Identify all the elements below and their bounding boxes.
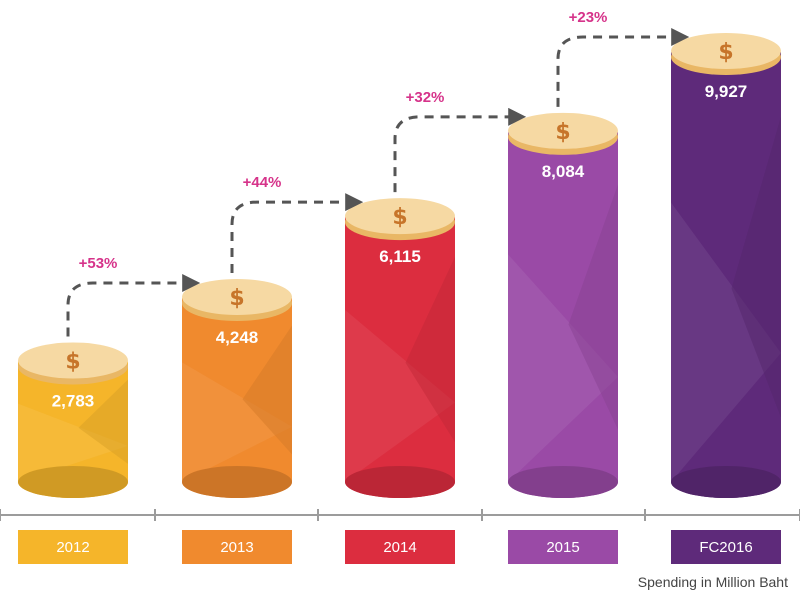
bar-2015: $8,084 <box>508 112 618 498</box>
bar-2013: $4,248 <box>182 278 292 498</box>
bar-facet <box>78 379 128 464</box>
growth-arrow <box>230 193 364 273</box>
dollar-icon: $ <box>65 349 80 374</box>
growth-label: +23% <box>569 9 608 26</box>
bar-facet <box>242 325 292 455</box>
value-label: 8,084 <box>542 162 585 181</box>
category-label-text: 2013 <box>220 539 253 556</box>
growth-arrow <box>556 28 690 107</box>
category-label-box <box>182 530 292 564</box>
bar-bottom <box>508 466 618 498</box>
category-label-box <box>671 530 781 564</box>
bar-2014: $6,115 <box>345 198 455 498</box>
growth-label: +53% <box>79 255 118 272</box>
bar-facet <box>568 184 618 430</box>
bar-bottom <box>182 466 292 498</box>
category-label-text: 2012 <box>56 539 89 556</box>
growth-arrows: +53% +44% +32% +23% <box>66 9 690 337</box>
bar-facet <box>18 403 128 482</box>
bar-facet <box>508 254 618 482</box>
category-label-FC2016: FC2016 <box>671 530 781 564</box>
bar-series: $2,783$4,248$6,115$8,084$9,927 <box>18 33 781 498</box>
bar-facet <box>671 202 781 482</box>
coin-face <box>508 112 618 149</box>
category-label-2014: 2014 <box>345 530 455 564</box>
category-label-box <box>345 530 455 564</box>
coin-face <box>345 198 455 235</box>
bar-bottom <box>345 466 455 498</box>
category-label-box <box>508 530 618 564</box>
growth-arrow <box>66 273 201 337</box>
dollar-icon: $ <box>392 205 407 230</box>
bar-facet <box>405 256 455 443</box>
dollar-icon: $ <box>229 286 244 311</box>
bar-FC2016: $9,927 <box>671 33 781 498</box>
category-label-2015: 2015 <box>508 530 618 564</box>
dollar-icon: $ <box>555 120 570 145</box>
value-label: 9,927 <box>705 82 748 101</box>
category-label-text: 2015 <box>546 539 579 556</box>
category-label-2013: 2013 <box>182 530 292 564</box>
bar-bottom <box>671 466 781 498</box>
growth-arrow <box>393 107 527 193</box>
coin-face <box>18 342 128 379</box>
value-label: 4,248 <box>216 328 259 347</box>
category-label-text: 2014 <box>383 539 416 556</box>
category-label-2012: 2012 <box>18 530 128 564</box>
dollar-icon: $ <box>718 40 733 65</box>
coin-face <box>671 33 781 69</box>
category-label-box <box>18 530 128 564</box>
bar-bottom <box>18 466 128 498</box>
category-label-text: FC2016 <box>699 539 752 556</box>
growth-label: +32% <box>406 89 445 106</box>
bar-facet <box>182 362 292 482</box>
growth-label: +44% <box>243 174 282 191</box>
value-label: 2,783 <box>52 391 95 410</box>
chart-caption: Spending in Million Baht <box>637 574 788 590</box>
category-labels: 2012 2013 2014 2015 FC2016 <box>18 530 781 564</box>
baseline-ticks <box>0 509 800 521</box>
coin-face <box>182 278 292 315</box>
bar-2012: $2,783 <box>18 342 128 498</box>
value-label: 6,115 <box>379 247 421 266</box>
bar-facet <box>345 309 455 482</box>
bar-facet <box>731 116 781 418</box>
